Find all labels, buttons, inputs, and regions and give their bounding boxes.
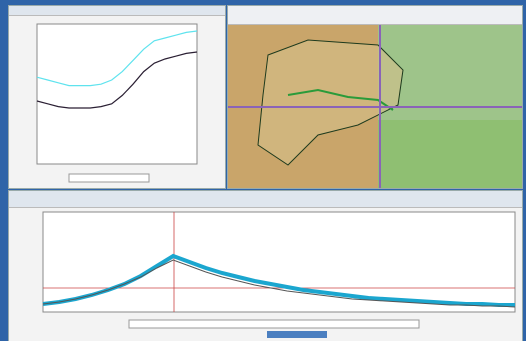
top-chart — [9, 16, 225, 188]
dropdown[interactable] — [69, 174, 149, 182]
legend — [129, 320, 419, 328]
top-chart-panel — [8, 5, 226, 189]
map-toolbar — [228, 6, 522, 25]
map-panel — [227, 5, 523, 189]
bottom-chart-panel — [8, 190, 523, 341]
tab-bar — [9, 191, 522, 208]
app-window — [0, 0, 526, 341]
bottom-chart — [9, 208, 522, 340]
panel-header — [9, 6, 225, 16]
map — [228, 25, 522, 188]
terrain-plain — [378, 120, 522, 188]
plot-area — [43, 212, 515, 312]
plot-area — [37, 24, 197, 164]
scroll-bar[interactable] — [267, 331, 327, 338]
